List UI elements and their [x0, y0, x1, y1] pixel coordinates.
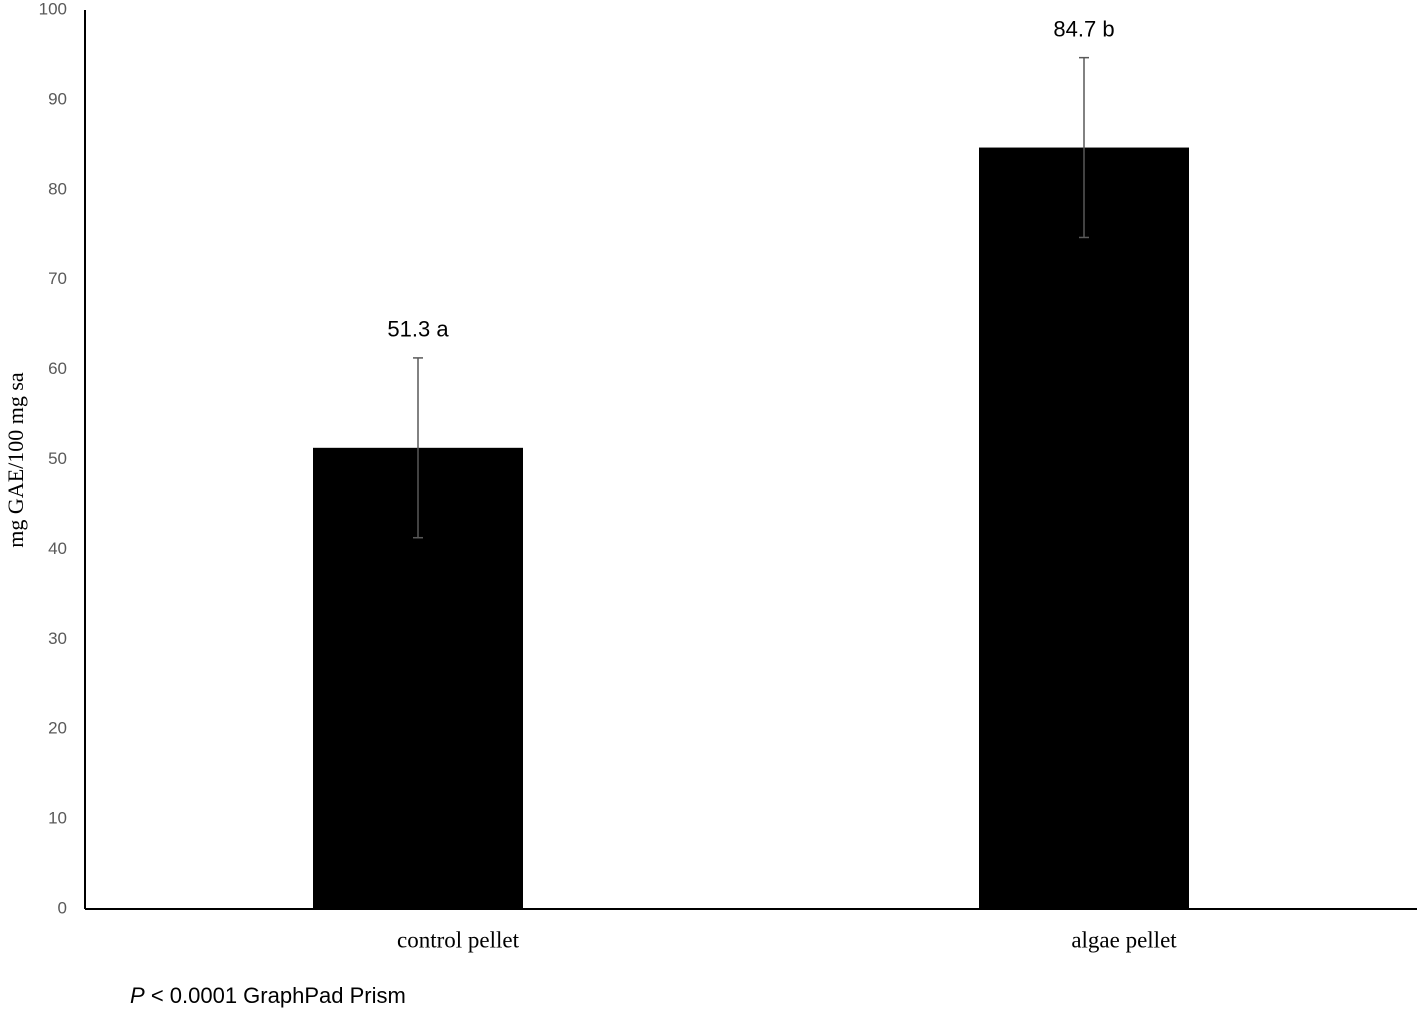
annotation-italic: P: [130, 983, 145, 1008]
annotation-text: < 0.0001 GraphPad Prism: [151, 983, 406, 1008]
x-tick-label: algae pellet: [1071, 927, 1177, 952]
value-label: 51.3 a: [387, 317, 449, 342]
error-bar: [1079, 56, 1089, 239]
y-tick-label: 100: [39, 0, 67, 18]
y-tick-label: 70: [48, 269, 67, 288]
y-axis-label: mg GAE/100 mg sa: [3, 372, 28, 548]
y-tick-label: 40: [48, 539, 67, 558]
x-tick-label: control pellet: [397, 927, 520, 952]
y-tick-label: 80: [48, 179, 67, 198]
bar: [979, 147, 1189, 909]
y-tick-label: 10: [48, 809, 67, 828]
y-tick-label: 50: [48, 449, 67, 468]
error-bar: [413, 357, 423, 539]
annotation: P < 0.0001 GraphPad Prism: [130, 983, 406, 1008]
value-label: 84.7 b: [1053, 16, 1114, 41]
y-tick-label: 0: [58, 898, 67, 917]
y-tick-label: 90: [48, 89, 67, 108]
y-tick-label: 20: [48, 719, 67, 738]
y-tick-label: 30: [48, 629, 67, 648]
y-tick-label: 60: [48, 359, 67, 378]
